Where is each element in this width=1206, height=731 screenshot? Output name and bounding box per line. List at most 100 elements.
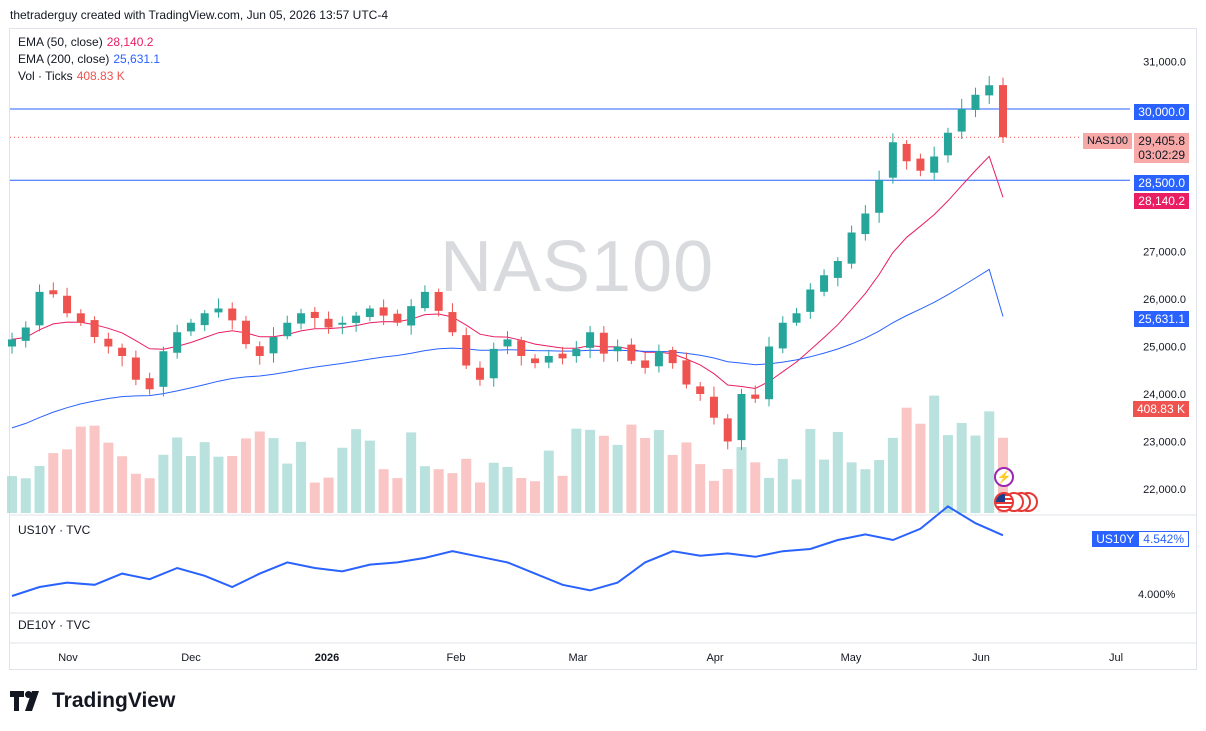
chart-frame[interactable]: [9, 28, 1197, 670]
candle-body[interactable]: [49, 290, 58, 295]
candle-body[interactable]: [338, 322, 347, 325]
legend-ema200[interactable]: EMA (200, close) 25,631.1: [18, 52, 160, 66]
candle-body[interactable]: [586, 332, 595, 348]
volume-bar: [185, 455, 196, 513]
level-28500-tag[interactable]: 28,500.0: [1134, 175, 1189, 191]
volume-bar: [419, 466, 430, 513]
candle-body[interactable]: [283, 322, 292, 337]
candle-body[interactable]: [820, 275, 829, 292]
legend-volume[interactable]: Vol · Ticks 408.83 K: [18, 69, 125, 83]
level-30000-tag[interactable]: 30,000.0: [1134, 104, 1189, 120]
candle-body[interactable]: [957, 109, 966, 132]
candle-body[interactable]: [186, 322, 195, 332]
candle-body[interactable]: [641, 360, 650, 368]
candle-body[interactable]: [159, 351, 168, 387]
candle-body[interactable]: [599, 332, 608, 354]
candle-body[interactable]: [297, 313, 306, 324]
candle-body[interactable]: [709, 396, 718, 418]
candle-body[interactable]: [888, 142, 897, 178]
candle-body[interactable]: [572, 348, 581, 357]
lightning-icon[interactable]: ⚡: [994, 467, 1014, 487]
candle-body[interactable]: [765, 346, 774, 400]
candle-body[interactable]: [778, 322, 787, 349]
candle-body[interactable]: [104, 338, 113, 347]
candle-body[interactable]: [365, 308, 374, 317]
candle-body[interactable]: [737, 394, 746, 441]
candle-body[interactable]: [118, 347, 127, 356]
candle-body[interactable]: [943, 132, 952, 156]
volume-bar: [640, 437, 651, 513]
volume-bar: [956, 422, 967, 513]
volume-bar: [653, 430, 664, 513]
candle-body[interactable]: [668, 349, 677, 364]
legend-ema50[interactable]: EMA (50, close) 28,140.2: [18, 35, 153, 49]
candle-body[interactable]: [847, 232, 856, 264]
candle-body[interactable]: [462, 335, 471, 366]
candle-body[interactable]: [930, 156, 939, 173]
candle-body[interactable]: [833, 261, 842, 278]
volume-bar: [199, 442, 210, 513]
candle-body[interactable]: [751, 394, 760, 399]
countdown-tag: 03:02:29: [1134, 147, 1189, 163]
candle-body[interactable]: [489, 348, 498, 379]
candle-body[interactable]: [696, 386, 705, 394]
candle-body[interactable]: [627, 344, 636, 361]
candle-body[interactable]: [985, 85, 994, 96]
candle-body[interactable]: [214, 308, 223, 313]
us-flag-icon[interactable]: [994, 492, 1014, 512]
candle-body[interactable]: [654, 351, 663, 367]
candle-body[interactable]: [448, 312, 457, 333]
candle-body[interactable]: [999, 85, 1007, 138]
candle-body[interactable]: [971, 94, 980, 110]
candle-body[interactable]: [420, 291, 429, 309]
candle-body[interactable]: [475, 367, 484, 380]
candle-body[interactable]: [723, 418, 732, 442]
candle-body[interactable]: [241, 320, 250, 345]
candle-body[interactable]: [875, 180, 884, 213]
ema200-tag: 25,631.1: [1134, 311, 1189, 327]
candle-body[interactable]: [63, 295, 72, 314]
candle-body[interactable]: [255, 346, 264, 356]
tradingview-logo[interactable]: TradingView: [10, 689, 175, 713]
candle-body[interactable]: [131, 357, 140, 380]
candle-body[interactable]: [613, 346, 622, 352]
candle-body[interactable]: [407, 306, 416, 326]
candle-body[interactable]: [558, 353, 567, 359]
candle-body[interactable]: [8, 339, 16, 347]
candle-body[interactable]: [76, 313, 85, 323]
candle-body[interactable]: [544, 356, 553, 363]
candle-body[interactable]: [916, 158, 925, 171]
candle-body[interactable]: [269, 337, 278, 354]
candle-body[interactable]: [503, 339, 512, 347]
candle-body[interactable]: [393, 313, 402, 323]
candle-body[interactable]: [200, 313, 209, 326]
candle-body[interactable]: [173, 332, 182, 353]
candle-body[interactable]: [682, 360, 691, 385]
price-axis-tick: 24,000.0: [1143, 389, 1186, 401]
candle-body[interactable]: [861, 213, 870, 235]
candle-body[interactable]: [21, 327, 30, 341]
volume-bar: [89, 425, 100, 513]
candle-body[interactable]: [228, 308, 237, 321]
volume-bar: [626, 424, 637, 513]
candle-body[interactable]: [517, 340, 526, 356]
candle-body[interactable]: [35, 291, 44, 326]
candle-body[interactable]: [792, 313, 801, 323]
us10y-yield-line[interactable]: [11, 505, 1004, 597]
candle-body[interactable]: [352, 315, 361, 323]
candle-body[interactable]: [806, 289, 815, 312]
candle-body[interactable]: [531, 358, 540, 364]
candle-body[interactable]: [902, 143, 911, 162]
volume-bar: [296, 441, 307, 513]
candle-body[interactable]: [379, 307, 388, 316]
us10y-pane-label[interactable]: US10Y · TVC: [18, 523, 91, 537]
de10y-pane-label[interactable]: DE10Y · TVC: [18, 618, 91, 632]
candle-body[interactable]: [90, 320, 99, 337]
candle-body[interactable]: [310, 311, 319, 318]
candle-body[interactable]: [434, 291, 443, 311]
time-axis-tick: Apr: [706, 652, 723, 664]
candle-body[interactable]: [324, 318, 333, 328]
candle-body[interactable]: [145, 378, 154, 390]
volume-bar: [488, 462, 499, 513]
